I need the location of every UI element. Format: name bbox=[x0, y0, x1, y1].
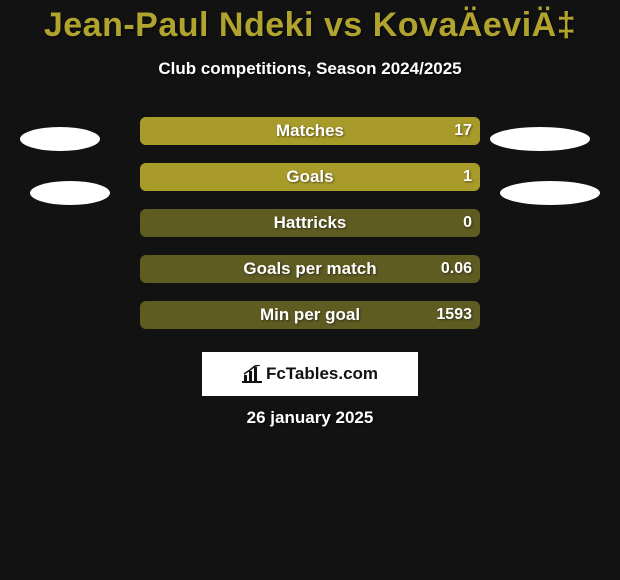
page-subtitle: Club competitions, Season 2024/2025 bbox=[0, 59, 620, 79]
stats-area: Matches 17 Goals 1 Hattricks 0 Goals per… bbox=[0, 117, 620, 329]
stat-row: Min per goal 1593 bbox=[0, 301, 620, 329]
stat-row: Goals 1 bbox=[0, 163, 620, 191]
stat-row: Goals per match 0.06 bbox=[0, 255, 620, 283]
stat-value-right: 17 bbox=[454, 117, 472, 145]
stat-value-right: 1 bbox=[463, 163, 472, 191]
page-title: Jean-Paul Ndeki vs KovaÄeviÄ‡ bbox=[0, 0, 620, 45]
stat-row: Matches 17 bbox=[0, 117, 620, 145]
stat-value-right: 0 bbox=[463, 209, 472, 237]
site-logo-text: FcTables.com bbox=[266, 364, 378, 384]
stat-label: Min per goal bbox=[140, 301, 480, 329]
stat-label: Goals bbox=[140, 163, 480, 191]
stat-label: Matches bbox=[140, 117, 480, 145]
site-logo: FcTables.com bbox=[202, 352, 418, 396]
stat-value-right: 1593 bbox=[436, 301, 472, 329]
stat-label: Goals per match bbox=[140, 255, 480, 283]
snapshot-date: 26 january 2025 bbox=[0, 408, 620, 428]
chart-icon bbox=[242, 365, 262, 383]
stat-value-right: 0.06 bbox=[441, 255, 472, 283]
stat-row: Hattricks 0 bbox=[0, 209, 620, 237]
stat-label: Hattricks bbox=[140, 209, 480, 237]
